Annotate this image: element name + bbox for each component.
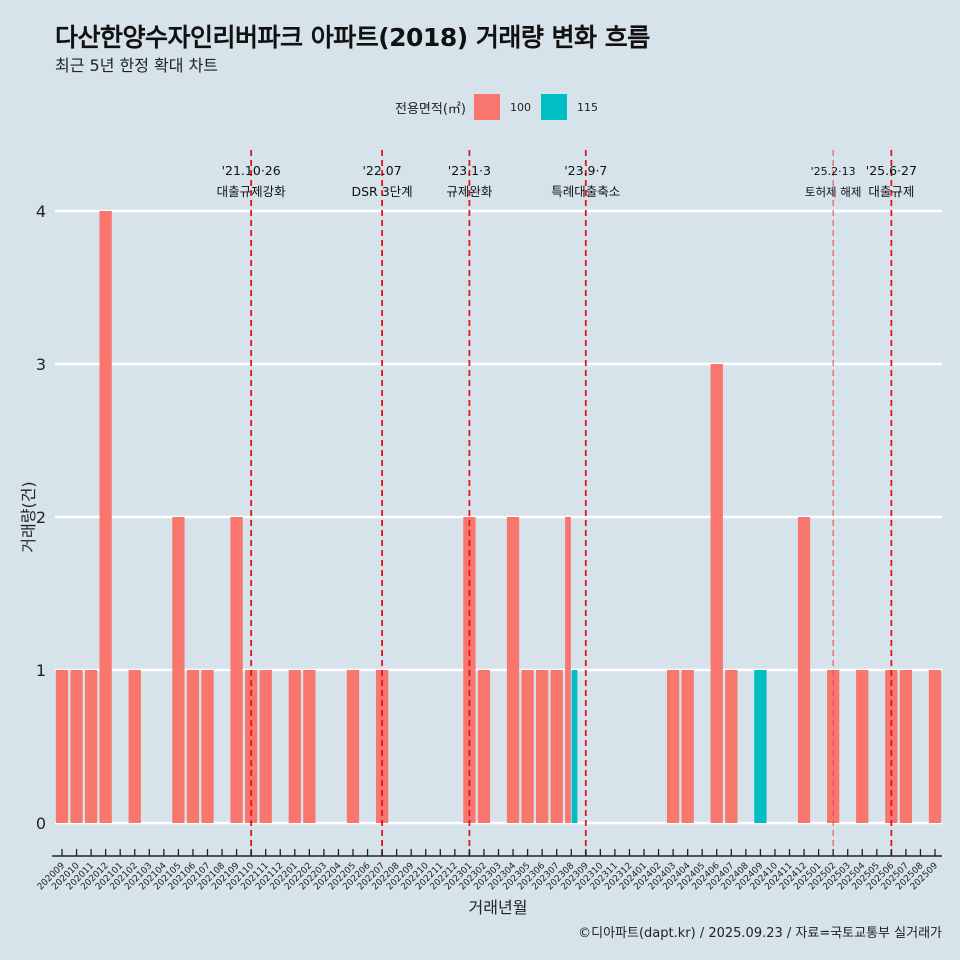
bar-100-202308 [565, 517, 571, 823]
event-label-202502: 토허제 해제 [805, 185, 862, 199]
bar-100-202207 [375, 670, 389, 823]
footer-credit: ©디아파트(dapt.kr) / 2025.09.23 / 자료=국토교통부 실… [578, 926, 942, 941]
chart-subtitle: 최근 5년 한정 확대 차트 [55, 56, 219, 75]
bar-100-202102 [128, 670, 141, 823]
event-label-202301: 규제완화 [446, 184, 493, 199]
bar-100-202012 [99, 211, 112, 823]
event-date-202502: '25.2·13 [811, 165, 856, 178]
event-date-202301: '23.1·3 [448, 163, 491, 178]
bar-100-202106 [186, 670, 200, 823]
bar-100-202105 [172, 517, 185, 823]
event-lines [250, 150, 893, 856]
event-date-202110: '21.10·26 [222, 163, 281, 178]
y-tick-label: 4 [36, 202, 46, 221]
legend-label-100: 100 [509, 100, 531, 114]
bar-100-202502 [827, 670, 840, 823]
event-label-202110: 대출규제강화 [217, 184, 287, 199]
bar-100-202010 [70, 670, 83, 823]
bar-100-202111 [259, 670, 272, 823]
bar-100-202406 [710, 364, 723, 823]
bar-115-202308 [571, 670, 578, 823]
x-axis: 2020092020102020112020122021012021022021… [36, 849, 942, 892]
legend-title: 전용면적(㎡) [395, 101, 466, 117]
bar-100-202302 [477, 670, 491, 823]
event-label-202207: DSR 3단계 [352, 184, 413, 199]
bar-100-202307 [550, 670, 563, 823]
bar-100-202202 [303, 670, 316, 823]
event-label-202506: 대출규제 [868, 184, 914, 199]
legend-swatch-115 [540, 94, 567, 120]
bar-100-202304 [506, 517, 520, 823]
chart-title: 다산한양수자인리버파크 아파트(2018) 거래량 변화 흐름 [55, 23, 650, 52]
y-axis: 0 1 2 3 4 [36, 202, 46, 833]
bar-100-202504 [856, 670, 869, 823]
bar-100-202205 [346, 670, 360, 823]
y-tick-label: 2 [36, 508, 46, 527]
event-date-202207: '22.07 [362, 163, 401, 178]
bar-100-202305 [521, 670, 534, 823]
bar-100-202110 [245, 670, 258, 823]
legend-swatch-100 [473, 94, 500, 120]
legend-label-115: 115 [576, 100, 598, 114]
bar-100-202506 [885, 670, 898, 823]
event-annotations: '21.10·26 대출규제강화 '22.07 DSR 3단계 '23.1·3 규제완화 '… [217, 163, 917, 199]
bar-115-202409 [754, 670, 767, 823]
bar-100-202011 [84, 670, 98, 823]
y-tick-label: 0 [36, 814, 46, 833]
event-date-202506: '25.6·27 [866, 163, 917, 178]
bar-100-202009 [55, 670, 69, 823]
event-label-202309: 특례대출축소 [551, 184, 620, 199]
bar-100-202407 [725, 670, 738, 823]
bar-100-202412 [797, 517, 811, 823]
bar-100-202509 [928, 670, 942, 823]
y-tick-label: 3 [36, 355, 46, 374]
bar-100-202507 [899, 670, 913, 823]
bars [55, 211, 942, 823]
y-tick-label: 1 [36, 661, 46, 680]
legend: 전용면적(㎡) 100 115 [395, 94, 608, 120]
bar-100-202107 [201, 670, 214, 823]
x-axis-title: 거래년월 [469, 898, 528, 917]
y-axis-title: 거래량(건) [19, 481, 38, 552]
bar-100-202404 [681, 670, 694, 823]
event-date-202309: '23.9·7 [564, 163, 607, 178]
bar-100-202306 [536, 670, 549, 823]
bar-100-202109 [230, 517, 243, 823]
bar-100-202403 [666, 670, 680, 823]
bar-100-202201 [288, 670, 301, 823]
